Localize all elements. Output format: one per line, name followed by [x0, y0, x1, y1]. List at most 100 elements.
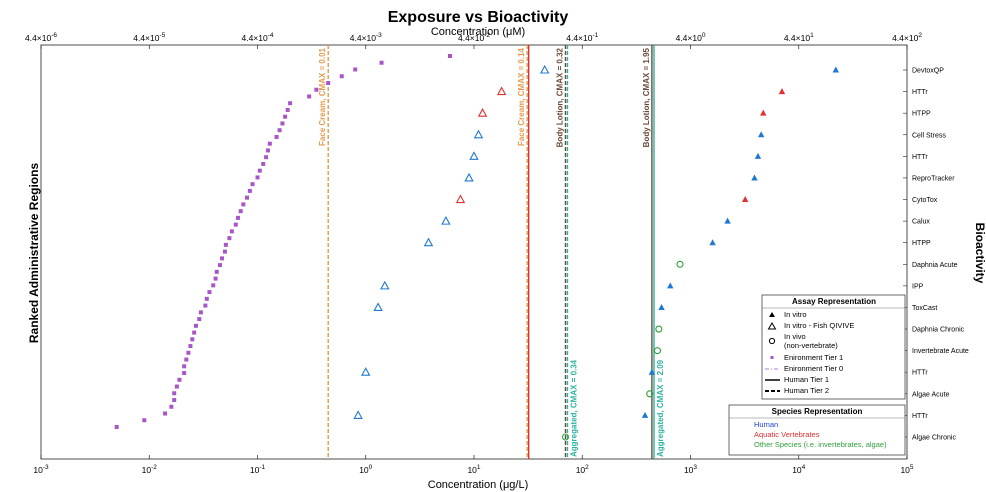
legend-human: Human [754, 420, 778, 429]
in-vitro-point [751, 174, 758, 181]
in-vitro-point [760, 109, 767, 116]
in-vitro-fish-point [477, 108, 488, 117]
category-label: Calux [912, 219, 930, 226]
env-tier1-point [184, 357, 189, 362]
env-tier1-point [261, 161, 266, 166]
in-vitro-fish-point [496, 86, 507, 96]
in-vitro-fish-point [361, 367, 371, 376]
in-vitro-point [709, 239, 716, 246]
legend-in-vitro-fish: In vitro - Fish QIVIVE [784, 321, 854, 330]
env-tier1-point [314, 87, 319, 92]
in-vivo-point [561, 433, 570, 441]
in-vitro-point [832, 66, 840, 73]
legend-in-vitro-marker [769, 312, 775, 317]
legend-other: Other Species (i.e. invertebrates, algae… [754, 440, 887, 449]
env-tier1-point [190, 337, 195, 342]
legend-env-tier0: Enironment Tier 0 [784, 364, 843, 373]
in-vitro-fish-point [464, 172, 474, 182]
x2-axis-label: Concentration (μM) [431, 26, 525, 38]
env-tier1-point [163, 411, 168, 416]
legend-in-vitro: In vitro [784, 310, 807, 319]
env-tier1-point [197, 317, 202, 322]
env-tier1-point [339, 74, 344, 79]
x-tick-label: 10-1 [250, 464, 266, 475]
category-label: ToxCast [912, 305, 937, 312]
env-tier1-point [186, 350, 191, 355]
environment-tier1-series [114, 54, 452, 429]
env-tier1-point [172, 398, 177, 403]
env-tier1-point [447, 54, 452, 58]
env-tier1-point [267, 141, 272, 146]
in-vitro-fish-point [380, 280, 390, 290]
cmax-line-label: Body Lotion, CMAX = 0.32 [555, 47, 564, 147]
env-tier1-point [142, 418, 147, 423]
x-tick-label: 10-2 [142, 464, 158, 475]
legend-in-vivo-marker [768, 337, 776, 345]
in-vitro-point [758, 131, 765, 138]
x2-tick-label: 4.4×100 [676, 32, 706, 43]
env-tier1-point [229, 229, 234, 234]
x-tick-label: 104 [792, 464, 805, 475]
legend-fish-marker [767, 322, 777, 330]
category-label: DevtoxQP [912, 68, 944, 75]
legend-human-tier2: Human Tier 2 [784, 386, 829, 395]
category-label: Cell Stress [912, 132, 946, 139]
env-tier1-point [207, 290, 212, 295]
in-vitro-point [641, 411, 649, 418]
x2-tick-label: 4.4×101 [784, 32, 814, 43]
in-vitro-fish-point [423, 237, 434, 247]
env-tier1-point [182, 371, 187, 376]
env-tier1-point [245, 195, 250, 200]
category-label: HTTr [912, 89, 928, 96]
in-vitro-point [741, 196, 749, 203]
category-label: IPP [912, 283, 924, 290]
legend-aquatic: Aquatic Vertebrates [754, 430, 820, 439]
env-tier1-point [238, 209, 243, 214]
in-vitro-point [648, 368, 656, 375]
x2-tick-label: 4.4×10-4 [241, 32, 273, 43]
env-tier1-point [204, 296, 209, 301]
category-label: Algae Acute [912, 391, 949, 398]
in-vivo-point [655, 325, 663, 333]
env-tier1-point [211, 283, 216, 288]
env-tier1-point [169, 404, 174, 409]
category-label: Daphnia Chronic [912, 327, 965, 334]
env-tier1-point [274, 134, 279, 139]
env-tier1-point [114, 425, 119, 429]
x-tick-label: 100 [359, 464, 372, 475]
env-tier1-point [235, 215, 240, 220]
x2-tick-label: 4.4×10-6 [25, 32, 57, 43]
env-tier1-point [288, 101, 293, 106]
assay-legend-title: Assay Representation [792, 297, 876, 306]
x-axis-ticks: 10-3 10-2 10-1 100 101 102 103 104 105 [33, 455, 914, 475]
category-label: HTPP [912, 111, 931, 118]
x-axis-label: Concentration (μg/L) [428, 479, 529, 491]
cmax-line-label: Face Cream, CMAX = 0.01 [318, 47, 327, 146]
env-tier1-point [307, 94, 312, 99]
in-vitro-series [641, 66, 840, 418]
category-label: HTPP [912, 240, 931, 247]
x2-tick-label: 4.4×10-5 [133, 32, 165, 43]
x2-tick-label: 4.4×10-2 [458, 32, 490, 43]
in-vitro-fish-point [373, 302, 383, 312]
in-vivo-point [653, 347, 661, 355]
category-label: HTTr [912, 413, 928, 420]
y-axis-label-left: Ranked Administrative Regions [27, 163, 41, 344]
in-vivo-point [646, 390, 654, 398]
category-label: Daphnia Acute [912, 262, 958, 269]
in-vitro-fish-point [473, 129, 484, 139]
in-vivo-series [561, 260, 684, 441]
in-vitro-point [667, 282, 674, 289]
x-tick-label: 102 [576, 464, 589, 475]
env-tier1-point [326, 80, 331, 85]
category-label: HTTr [912, 370, 928, 377]
env-tier1-point [203, 303, 208, 308]
category-label: Invertebrate Acute [912, 348, 969, 355]
env-tier1-point [250, 182, 255, 187]
in-vitro-point [658, 303, 665, 310]
env-tier1-point [213, 276, 218, 281]
cmax-lines: Face Cream, CMAX = 0.01 Face Cream, CMAX … [318, 45, 665, 459]
cmax-line-label: Face Cream, CMAX = 0.14 [517, 47, 526, 146]
env-tier1-point [172, 391, 177, 396]
